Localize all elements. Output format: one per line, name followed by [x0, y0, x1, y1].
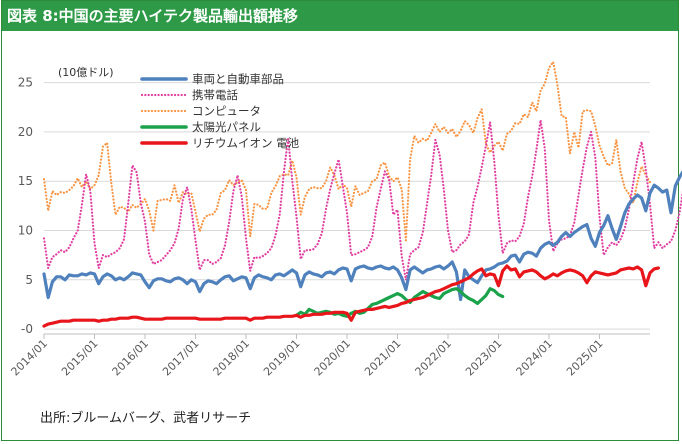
x-tick-label: 2019/01: [261, 337, 303, 379]
x-tick-label: 2020/01: [312, 337, 354, 379]
y-tick-label: 5: [25, 273, 33, 287]
source-note: 出所:ブルームバーグ、武者リサーチ: [40, 411, 252, 426]
chart-header: 図表 8:中国の主要ハイテク製品輸出額推移: [2, 1, 678, 31]
unit-label: (10億ドル): [58, 66, 114, 79]
x-tick-label: 2024/01: [514, 337, 556, 379]
x-tick-label: 2015/01: [59, 337, 101, 379]
page-title: 図表 8:中国の主要ハイテク製品輸出額推移: [7, 7, 299, 25]
series-line-4: [42, 264, 661, 328]
legend-label-4: リチウムイオン 電池: [192, 136, 300, 150]
series-line-2: [42, 60, 652, 242]
legend-label-0: 車両と自動車部品: [192, 72, 284, 86]
y-tick-label: 10: [18, 224, 33, 238]
series-line-1: [42, 118, 682, 281]
x-tick-label: 2023/01: [463, 337, 505, 379]
x-tick-label: 2017/01: [160, 337, 202, 379]
x-tick-label: 2025/01: [564, 337, 606, 379]
legend-label-3: 太陽光パネル: [192, 120, 261, 134]
legend-label-1: 携帯電話: [192, 88, 238, 102]
x-tick-label: 2014/01: [9, 337, 51, 379]
x-tick-label: 2016/01: [110, 337, 152, 379]
x-tick-label: 2018/01: [211, 337, 253, 379]
x-tick-label: 2021/01: [362, 337, 404, 379]
x-tick-label: 2022/01: [413, 337, 455, 379]
y-tick-label: 15: [18, 174, 33, 188]
series-line-0: [42, 170, 682, 302]
y-tick-label: 25: [18, 76, 33, 90]
legend-label-2: コンピュータ: [192, 104, 261, 118]
y-tick-label: -0: [21, 322, 33, 336]
y-tick-label: 20: [18, 125, 33, 139]
